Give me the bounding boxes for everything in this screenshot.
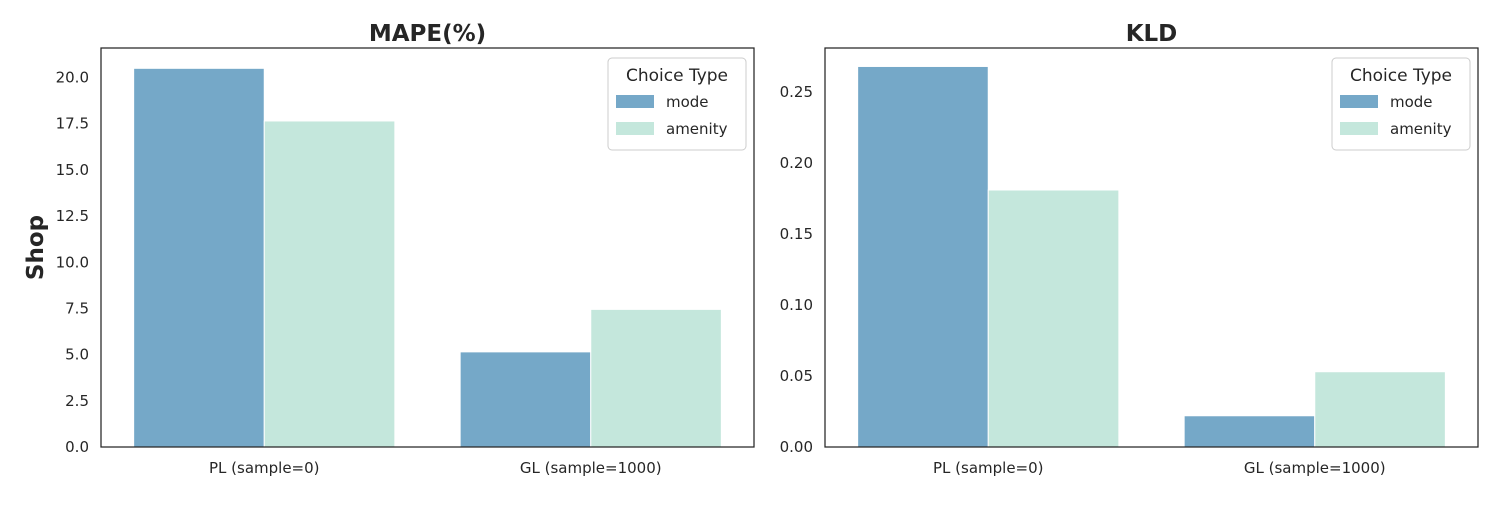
chart-title: MAPE(%)	[369, 21, 486, 47]
x-tick-label: PL (sample=0)	[209, 459, 320, 477]
legend-swatch-amenity	[1340, 122, 1378, 135]
y-tick-label: 0.15	[780, 225, 813, 243]
y-tick-label: 7.5	[65, 299, 89, 317]
x-tick-label: GL (sample=1000)	[520, 459, 662, 477]
y-tick-label: 0.00	[780, 438, 813, 456]
legend-label-amenity: amenity	[666, 120, 728, 138]
bar-mode-2	[459, 351, 592, 448]
legend-swatch-mode	[616, 95, 654, 108]
bar-amenity-1	[987, 189, 1120, 448]
y-tick-label: 5.0	[65, 346, 89, 364]
bar-mode-1	[133, 67, 265, 448]
y-tick-label: 20.0	[56, 69, 89, 87]
y-tick-label: 2.5	[65, 392, 89, 410]
bar-amenity-2	[590, 308, 722, 448]
y-tick-label: 0.20	[780, 154, 813, 172]
bar-mode-1	[857, 65, 989, 448]
y-tick-label: 10.0	[56, 253, 89, 271]
legend-swatch-mode	[1340, 95, 1378, 108]
axes-frame	[100, 47, 755, 448]
y-tick-label: 0.0	[65, 438, 89, 456]
x-tick-label: PL (sample=0)	[933, 459, 1044, 477]
y-tick-label: 15.0	[56, 161, 89, 179]
chart-title: KLD	[1126, 21, 1178, 47]
y-axis-label: Shop	[23, 215, 49, 280]
legend-label-mode: mode	[666, 93, 709, 111]
legend-swatch-amenity	[616, 122, 654, 135]
y-tick-label: 0.25	[780, 83, 813, 101]
bar-amenity-1	[263, 120, 396, 448]
y-tick-label: 0.10	[780, 296, 813, 314]
legend-title: Choice Type	[626, 66, 728, 86]
y-tick-label: 17.5	[56, 115, 89, 133]
axes-frame	[824, 47, 1479, 448]
y-tick-label: 0.05	[780, 367, 813, 385]
y-tick-label: 12.5	[56, 207, 89, 225]
bar-mode-2	[1183, 415, 1316, 448]
bar-amenity-2	[1314, 371, 1446, 448]
legend-label-mode: mode	[1390, 93, 1433, 111]
x-tick-label: GL (sample=1000)	[1244, 459, 1386, 477]
legend-label-amenity: amenity	[1390, 120, 1452, 138]
legend-title: Choice Type	[1350, 66, 1452, 86]
